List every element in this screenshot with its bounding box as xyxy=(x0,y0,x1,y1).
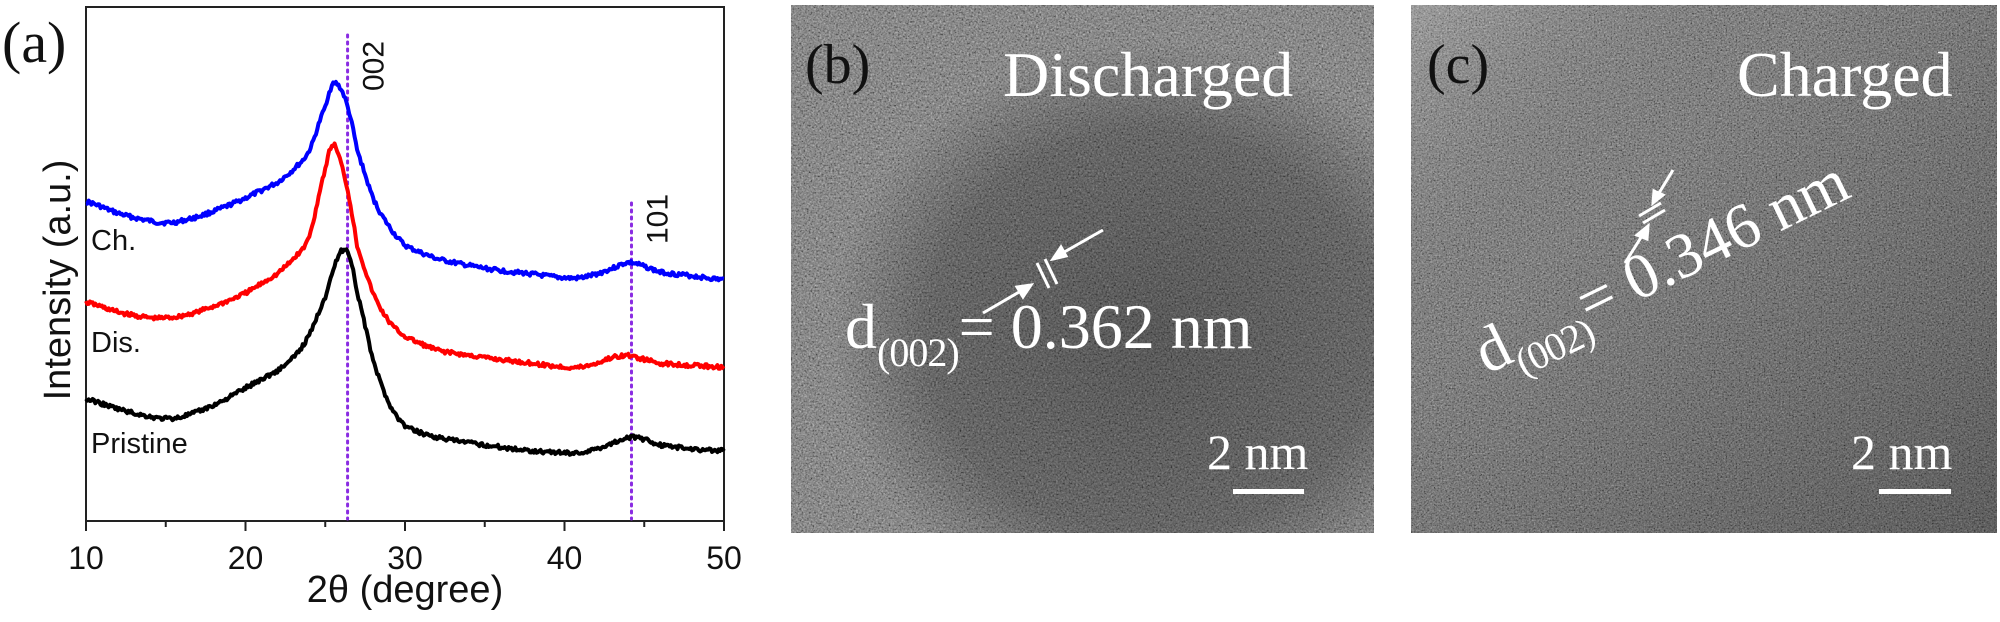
series-label-ch: Ch. xyxy=(91,225,136,257)
x-tick-label: 40 xyxy=(547,540,583,576)
reference-label-002: 002 xyxy=(358,41,391,91)
scale-bar-b xyxy=(1233,489,1304,494)
panel-title-discharged: Discharged xyxy=(1003,39,1294,110)
series-label-pristine: Pristine xyxy=(91,428,188,460)
panel-label-a: (a) xyxy=(2,10,66,75)
x-tick-label: 10 xyxy=(68,540,104,576)
tem-image-discharged: (b) Discharged d(002)= 0.362 nm 2 nm xyxy=(791,5,1374,533)
scale-bar-label-b: 2 nm xyxy=(1207,424,1309,480)
scale-bar-label-c: 2 nm xyxy=(1851,424,1953,480)
series-label-dis: Dis. xyxy=(91,327,141,359)
d-spacing-value: = 0.362 nm xyxy=(958,291,1253,362)
x-axis-label: 2θ (degree) xyxy=(307,569,503,611)
panel-label-c: (c) xyxy=(1427,34,1490,96)
panel-title-charged: Charged xyxy=(1737,39,1953,110)
y-axis-label: Intensity (a.u.) xyxy=(37,160,79,401)
d-spacing-prefix: d xyxy=(845,291,877,362)
series-labels: Ch. Dis. Pristine xyxy=(91,225,188,460)
x-tick-label: 20 xyxy=(228,540,264,576)
scale-bar-c xyxy=(1879,489,1951,494)
tem-texture xyxy=(1411,5,1997,533)
tem-image-charged: (c) Charged d(002)= 0.346 nm 2 nm xyxy=(1411,5,1997,533)
xrd-chart: (a) 10 20 30 40 50 002 101 Ch. Dis. Pristine 2θ… xyxy=(2,6,742,611)
tem-texture xyxy=(791,5,1374,533)
curve-ch xyxy=(85,79,725,283)
x-tick-label: 30 xyxy=(387,540,423,576)
curve-pristine xyxy=(84,247,726,457)
x-tick-label: 50 xyxy=(706,540,742,576)
reference-label-101: 101 xyxy=(641,194,674,244)
panel-label-b: (b) xyxy=(805,34,871,96)
xrd-curves xyxy=(84,79,726,457)
d-spacing-miller-index: (002) xyxy=(877,330,960,375)
d-spacing-annotation-b: d(002)= 0.362 nm xyxy=(845,295,1253,373)
reference-lines: 002 101 xyxy=(346,33,674,521)
x-axis: 10 20 30 40 50 xyxy=(68,521,742,576)
curve-dis xyxy=(84,141,726,371)
